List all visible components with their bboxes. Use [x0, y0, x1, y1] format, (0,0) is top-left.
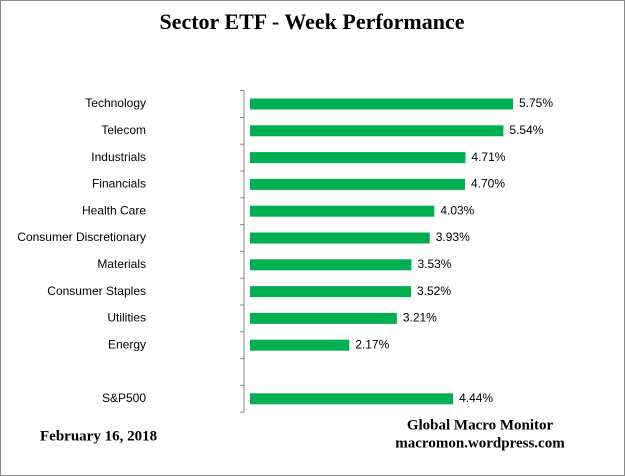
value-label: 4.03%: [440, 203, 474, 217]
category-label: S&P500: [102, 391, 146, 405]
bar: [250, 312, 397, 324]
category-label: Financials: [92, 177, 146, 191]
bar: [250, 152, 466, 164]
value-label: 4.44%: [459, 391, 493, 405]
value-label: 3.21%: [403, 311, 437, 325]
category-label: Technology: [85, 96, 146, 110]
value-label: 2.17%: [355, 337, 389, 351]
value-label: 3.93%: [436, 230, 470, 244]
category-label: Consumer Staples: [47, 284, 146, 298]
bar: [250, 286, 412, 298]
chart-title: Sector ETF - Week Performance: [159, 9, 464, 34]
bar: [250, 232, 430, 244]
category-label: Consumer Discretionary: [17, 230, 146, 244]
category-label: Health Care: [82, 203, 146, 217]
bar: [250, 205, 435, 217]
bar: [250, 178, 465, 190]
category-label: Telecom: [101, 123, 146, 137]
bar: [250, 393, 454, 405]
bar: [250, 98, 513, 110]
value-label: 3.53%: [417, 257, 451, 271]
category-label: Materials: [97, 257, 146, 271]
value-label: 4.70%: [471, 177, 505, 191]
value-label: 5.54%: [509, 123, 543, 137]
category-label: Utilities: [107, 311, 146, 325]
bar: [250, 259, 412, 271]
bar: [250, 125, 504, 137]
date: February 16, 2018: [40, 428, 157, 444]
source: Global Macro Monitor: [407, 417, 554, 433]
category-label: Industrials: [91, 150, 146, 164]
category-label: Energy: [108, 337, 146, 351]
source: macromon.wordpress.com: [395, 435, 565, 451]
value-label: 5.75%: [519, 96, 553, 110]
value-label: 4.71%: [471, 150, 505, 164]
value-label: 3.52%: [417, 284, 451, 298]
bar: [250, 339, 350, 351]
